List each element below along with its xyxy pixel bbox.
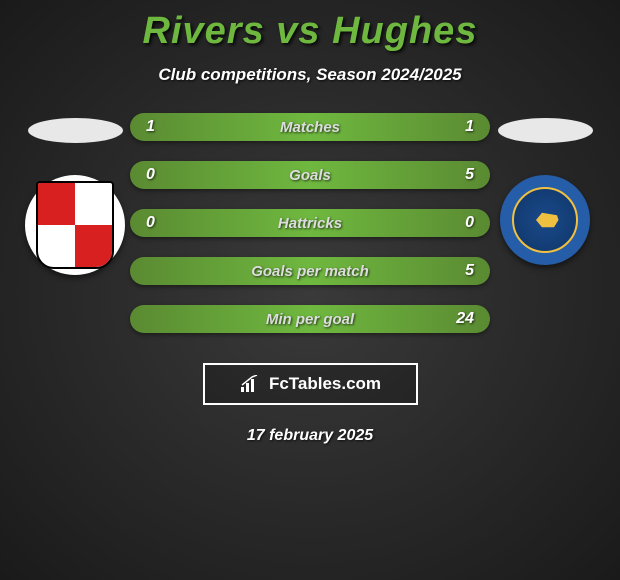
stat-left-value: 1 [146,118,176,136]
chart-icon [239,375,263,393]
stat-right-value: 24 [444,310,474,328]
date-label: 17 february 2025 [0,427,620,445]
left-column [20,113,130,275]
stat-left-value: 0 [146,214,176,232]
stat-right-value: 5 [444,262,474,280]
stat-left-value: 0 [146,166,176,184]
comparison-content: 1 Matches 1 0 Goals 5 0 Hattricks 0 Goal… [0,113,620,333]
left-team-crest [25,175,125,275]
brand-box: FcTables.com [203,363,418,405]
stat-row-hattricks: 0 Hattricks 0 [130,209,490,237]
crest-inner-icon [512,187,578,253]
stat-label: Goals [176,167,444,184]
stat-right-value: 5 [444,166,474,184]
stat-row-goals: 0 Goals 5 [130,161,490,189]
brand-label: FcTables.com [269,374,381,394]
page-subtitle: Club competitions, Season 2024/2025 [0,65,620,85]
stat-label: Goals per match [176,263,444,280]
stat-label: Hattricks [176,215,444,232]
stat-row-matches: 1 Matches 1 [130,113,490,141]
stat-row-gpm: Goals per match 5 [130,257,490,285]
stat-right-value: 0 [444,214,474,232]
right-team-crest [500,175,590,265]
right-player-ellipse [498,118,593,143]
page-title: Rivers vs Hughes [0,0,620,53]
stats-column: 1 Matches 1 0 Goals 5 0 Hattricks 0 Goal… [130,113,490,333]
stat-label: Matches [176,119,444,136]
shield-icon [36,181,114,269]
stat-label: Min per goal [176,311,444,328]
stat-row-mpg: Min per goal 24 [130,305,490,333]
bird-icon [530,208,560,232]
stat-right-value: 1 [444,118,474,136]
left-player-ellipse [28,118,123,143]
right-column [490,113,600,265]
